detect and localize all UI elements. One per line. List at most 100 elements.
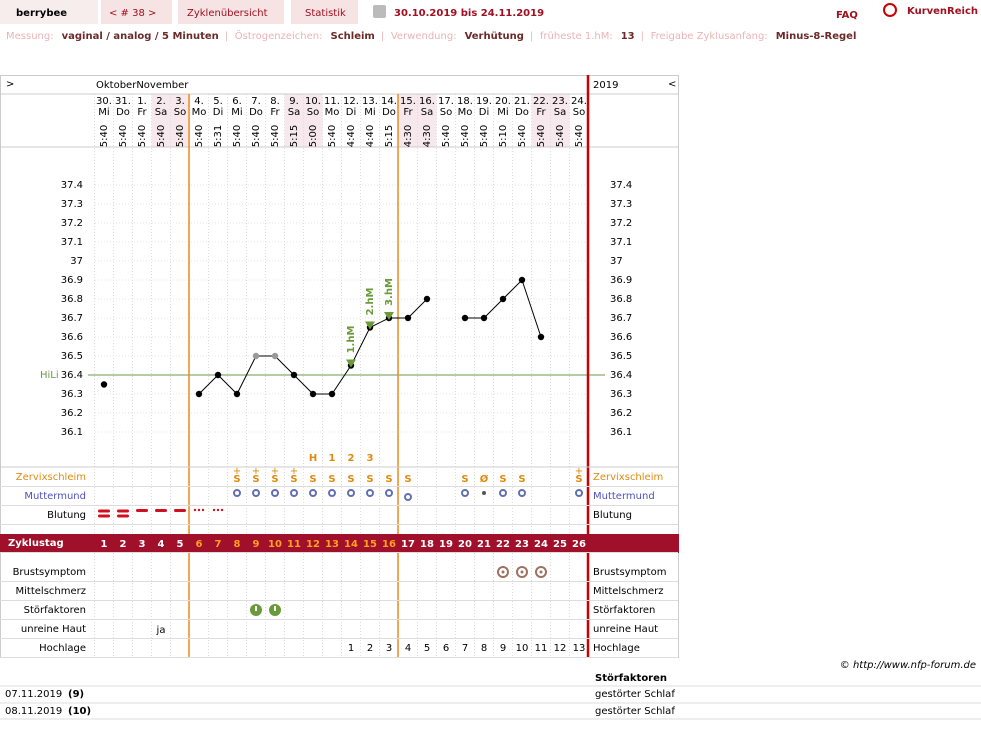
row-label-right: Blutung (593, 510, 632, 521)
os-icon (290, 489, 298, 497)
weekday-label: Mi (231, 107, 242, 118)
cycle-day: 6 (196, 539, 203, 550)
table-text: gestörter Schlaf (595, 689, 675, 700)
row-label-right: Störfaktoren (593, 605, 655, 616)
date-label: 19. (476, 96, 492, 107)
y-tick-label-right: 36.5 (610, 351, 632, 362)
cervix-value: S (252, 474, 259, 485)
separator: | (641, 31, 644, 42)
weekend-col (284, 94, 304, 147)
time-label: 5:40 (327, 125, 338, 147)
weekday-label: So (440, 107, 452, 118)
y-tick-label-right: 36.8 (610, 294, 632, 305)
weekday-label: Sa (421, 107, 433, 118)
year-label: 2019 (593, 80, 618, 91)
time-label: 5:15 (289, 125, 300, 147)
date-label: 14. (381, 96, 397, 107)
time-label: 5:40 (574, 125, 585, 147)
date-label: 17. (438, 96, 454, 107)
high-value: 9 (500, 643, 506, 654)
bleeding-mark (155, 509, 167, 512)
bleeding-mark (117, 514, 129, 518)
cervix-value: S (290, 474, 297, 485)
row-label: Blutung (47, 510, 86, 521)
weekday-label: Mi (98, 107, 109, 118)
date-label: 16. (419, 96, 435, 107)
nav-right[interactable]: < (668, 79, 676, 90)
y-tick-label: 37.4 (61, 180, 83, 191)
time-label: 5:40 (118, 125, 129, 147)
setting-value: 13 (621, 31, 635, 42)
time-label: 5:40 (460, 125, 471, 147)
date-label: 1. (137, 96, 147, 107)
setting-value: Schleim (331, 31, 375, 42)
date-label: 2. (156, 96, 166, 107)
weekday-label: Do (382, 107, 396, 118)
weekday-label: Mo (192, 107, 207, 118)
weekday-label: Di (213, 107, 223, 118)
high-value: 4 (405, 643, 411, 654)
date-label: 12. (343, 96, 359, 107)
os-icon (366, 489, 374, 497)
y-tick-label-right: 37.3 (610, 199, 632, 210)
y-tick-label: 36.1 (61, 427, 83, 438)
spotting-mark (220, 508, 224, 512)
setting-label: Verwendung: (391, 31, 457, 42)
y-tick-label-right: 36.9 (610, 275, 632, 286)
temp-point (328, 390, 336, 398)
y-tick-label: 36.6 (61, 332, 83, 343)
tab-label[interactable]: < # 38 > (109, 8, 156, 19)
time-label: 5:40 (175, 125, 186, 147)
weekday-label: So (307, 107, 319, 118)
breast-icon (501, 570, 505, 574)
breast-icon (516, 566, 528, 578)
chart-frame (0, 75, 679, 658)
cycle-day: 7 (215, 539, 222, 550)
high-value: 12 (554, 643, 567, 654)
cycle-day: 5 (177, 539, 184, 550)
faq-link[interactable]: FAQ (836, 10, 858, 21)
weekday-label: Do (116, 107, 130, 118)
y-tick-label: 36.8 (61, 294, 83, 305)
weekend-col (170, 94, 190, 147)
time-label: 5:31 (213, 125, 224, 147)
temp-point (100, 381, 108, 388)
fertile-mark: 2 (348, 453, 355, 464)
temp-point (214, 371, 222, 379)
y-tick-label-right: 36.1 (610, 427, 632, 438)
setting-value: Minus-8-Regel (776, 31, 857, 42)
high-value: 6 (443, 643, 449, 654)
weekday-label: Mo (325, 107, 340, 118)
date-label: 4. (194, 96, 204, 107)
row-label-right: Zervixschleim (593, 472, 663, 483)
temp-point (499, 295, 507, 303)
cycle-day: 18 (420, 539, 434, 550)
cycle-day: 21 (477, 539, 491, 550)
high-value: 8 (481, 643, 487, 654)
y-tick-label-right: 36.3 (610, 389, 632, 400)
cycle-day: 1 (101, 539, 108, 550)
tab-label[interactable]: Zyklenübersicht (187, 8, 268, 19)
print-icon (373, 5, 386, 18)
date-label: 6. (232, 96, 242, 107)
bleeding-mark (98, 509, 110, 513)
cervix-value: Ø (480, 473, 489, 485)
weekday-label: Fr (270, 107, 280, 118)
date-label: 31. (115, 96, 131, 107)
os-icon (499, 489, 507, 497)
temp-point (423, 295, 431, 303)
weekday-label: Mo (458, 107, 473, 118)
cycle-day: 9 (253, 539, 260, 550)
header-box (0, 0, 98, 24)
temp-point (461, 314, 469, 322)
time-label: 5:40 (555, 125, 566, 147)
row-label-right: Mittelschmerz (593, 586, 663, 597)
date-label: 3. (175, 96, 185, 107)
nav-left[interactable]: > (6, 79, 14, 90)
tab-label[interactable]: Statistik (305, 8, 346, 19)
cycle-day: 19 (439, 539, 453, 550)
row-label-right: unreine Haut (593, 624, 658, 635)
fertile-mark: 3 (367, 453, 374, 464)
weekend-col (398, 94, 418, 147)
time-label: 5:40 (156, 125, 167, 147)
